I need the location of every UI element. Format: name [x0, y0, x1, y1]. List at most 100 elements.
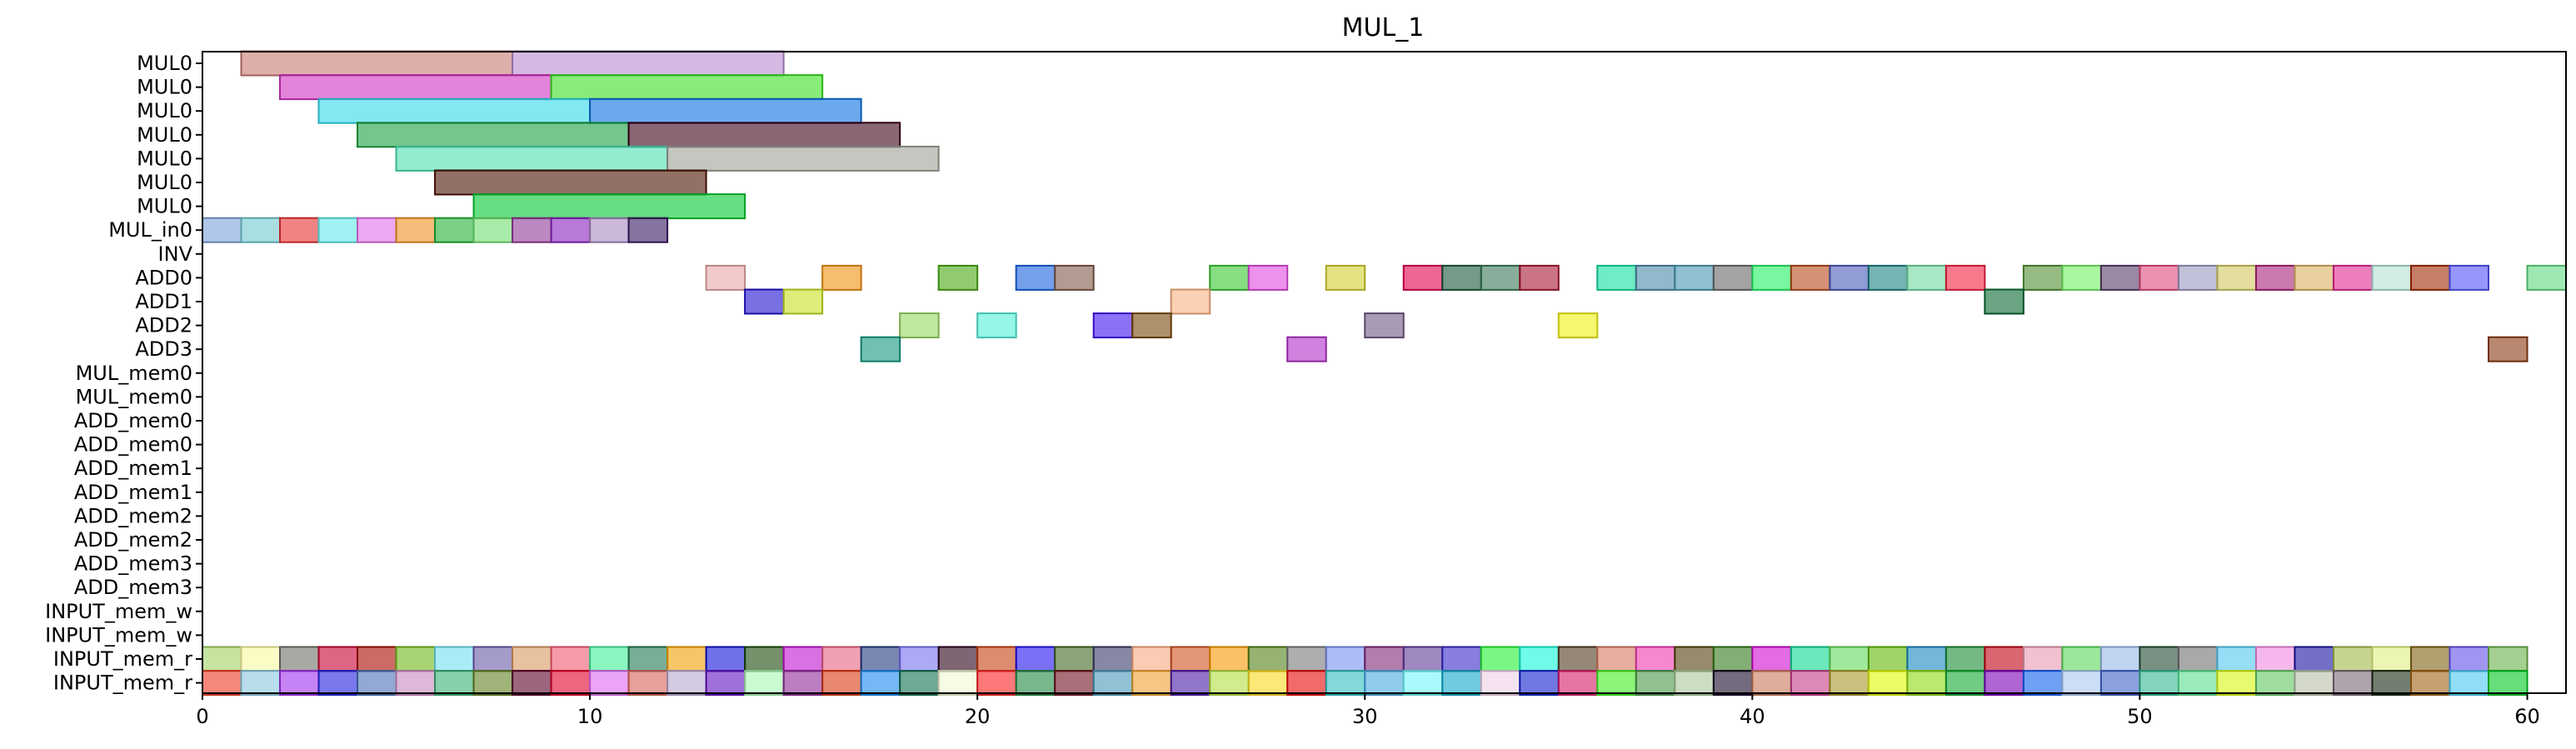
task-bar: [2254, 670, 2296, 697]
task-bar: [1364, 646, 1405, 672]
task-bar: [2216, 670, 2257, 697]
task-bar: [821, 670, 862, 697]
task-bar: [279, 217, 320, 243]
task-bar: [2371, 264, 2412, 291]
y-tick-label: INPUT_mem_r: [53, 672, 192, 695]
y-tick-label: ADD0: [135, 266, 192, 289]
y-tick-label: ADD2: [135, 314, 192, 337]
task-bar: [2449, 670, 2489, 697]
task-bar: [1944, 264, 1986, 291]
task-bar: [472, 670, 514, 697]
task-bar: [202, 670, 242, 697]
task-bar: [782, 670, 824, 697]
task-bar: [1674, 670, 1715, 697]
task-bar: [2061, 670, 2102, 697]
task-bar: [279, 646, 320, 672]
task-bar: [1209, 646, 1250, 672]
y-tick-label: MUL0: [137, 123, 192, 147]
bars-layer: [202, 50, 2567, 697]
task-bar: [744, 670, 785, 697]
task-bar: [1325, 264, 1366, 291]
task-bar: [1441, 670, 1482, 697]
task-bar: [937, 264, 979, 291]
task-bar: [1596, 646, 1637, 672]
task-bar: [860, 646, 901, 672]
task-bar: [1170, 646, 1211, 672]
y-tick-label: MUL_mem0: [76, 362, 192, 385]
task-bar: [1906, 670, 1947, 697]
task-bar: [202, 646, 242, 672]
y-tick-label: MUL_in0: [108, 218, 192, 242]
task-bar: [2371, 646, 2412, 672]
task-bar: [860, 336, 901, 362]
task-bar: [472, 646, 514, 672]
task-bar: [2022, 670, 2064, 697]
task-bar: [434, 217, 475, 243]
task-bar: [627, 670, 669, 697]
task-bar: [744, 288, 785, 315]
task-bar: [512, 646, 552, 672]
task-bar: [2099, 264, 2141, 291]
y-tick-label: ADD1: [135, 290, 192, 313]
task-bar: [1906, 264, 1947, 291]
task-bar: [1364, 670, 1405, 697]
task-bar: [1829, 670, 1870, 697]
task-bar: [1519, 670, 1560, 697]
task-bar: [2061, 264, 2102, 291]
task-bar: [1325, 646, 1366, 672]
task-bar: [2409, 670, 2451, 697]
task-bar: [434, 646, 475, 672]
task-bar: [1092, 646, 1134, 672]
task-bar: [744, 646, 785, 672]
task-bar: [1402, 670, 1444, 697]
task-bar: [1557, 312, 1599, 339]
task-bar: [2254, 646, 2296, 672]
task-bar: [1635, 670, 1676, 697]
task-bar: [1054, 646, 1095, 672]
task-bar: [1635, 646, 1676, 672]
task-bar: [1944, 670, 1986, 697]
task-bar: [1944, 646, 1986, 672]
task-bar: [589, 217, 630, 243]
y-tick-label: ADD_mem0: [74, 433, 192, 457]
task-bar: [1092, 312, 1134, 339]
task-bar: [1829, 646, 1870, 672]
task-bar: [2022, 646, 2064, 672]
task-bar: [395, 145, 669, 172]
task-bar: [472, 217, 514, 243]
task-bar: [1170, 288, 1211, 315]
task-bar: [705, 670, 746, 697]
task-bar: [2139, 670, 2179, 697]
x-tick-label: 50: [2127, 705, 2153, 728]
task-bar: [2294, 264, 2334, 291]
task-bar: [1286, 670, 1327, 697]
x-tick-label: 30: [1352, 705, 1378, 728]
task-bar: [860, 670, 901, 697]
task-bar: [1790, 264, 1831, 291]
task-bar: [1209, 264, 1250, 291]
task-bar: [512, 50, 785, 77]
y-tick-label: MUL_mem0: [76, 385, 192, 408]
task-bar: [1441, 264, 1482, 291]
task-bar: [1131, 646, 1172, 672]
task-bar: [1712, 646, 1754, 672]
task-bar: [240, 50, 514, 77]
task-bar: [821, 646, 862, 672]
y-tick-label: ADD3: [135, 337, 192, 361]
task-bar: [1519, 646, 1560, 672]
task-bar: [240, 217, 282, 243]
task-bar: [976, 670, 1017, 697]
y-tick-label: ADD_mem0: [74, 409, 192, 432]
task-bar: [357, 670, 397, 697]
task-bar: [1286, 336, 1327, 362]
task-bar: [550, 670, 592, 697]
task-bar: [1790, 646, 1831, 672]
task-bar: [627, 646, 669, 672]
task-bar: [2177, 670, 2219, 697]
task-bar: [1635, 264, 1676, 291]
task-bar: [1712, 264, 1754, 291]
task-bar: [1325, 670, 1366, 697]
y-tick-label: INPUT_mem_r: [53, 647, 192, 671]
task-bar: [1015, 264, 1056, 291]
task-bar: [1209, 670, 1250, 697]
